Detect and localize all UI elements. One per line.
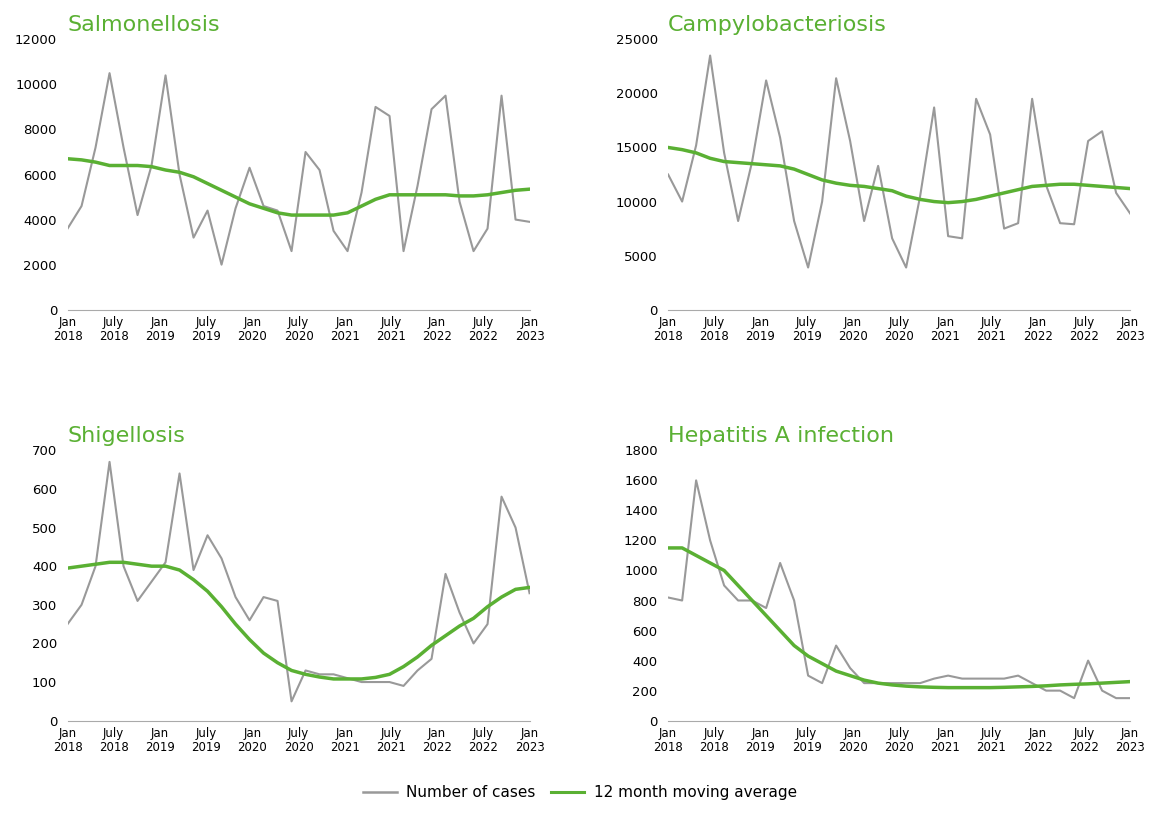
- Text: Hepatitis A infection: Hepatitis A infection: [668, 426, 894, 446]
- Text: Campylobacteriosis: Campylobacteriosis: [668, 15, 887, 35]
- Text: Shigellosis: Shigellosis: [67, 426, 186, 446]
- Text: Salmonellosis: Salmonellosis: [67, 15, 220, 35]
- Legend: Number of cases, 12 month moving average: Number of cases, 12 month moving average: [357, 779, 803, 807]
